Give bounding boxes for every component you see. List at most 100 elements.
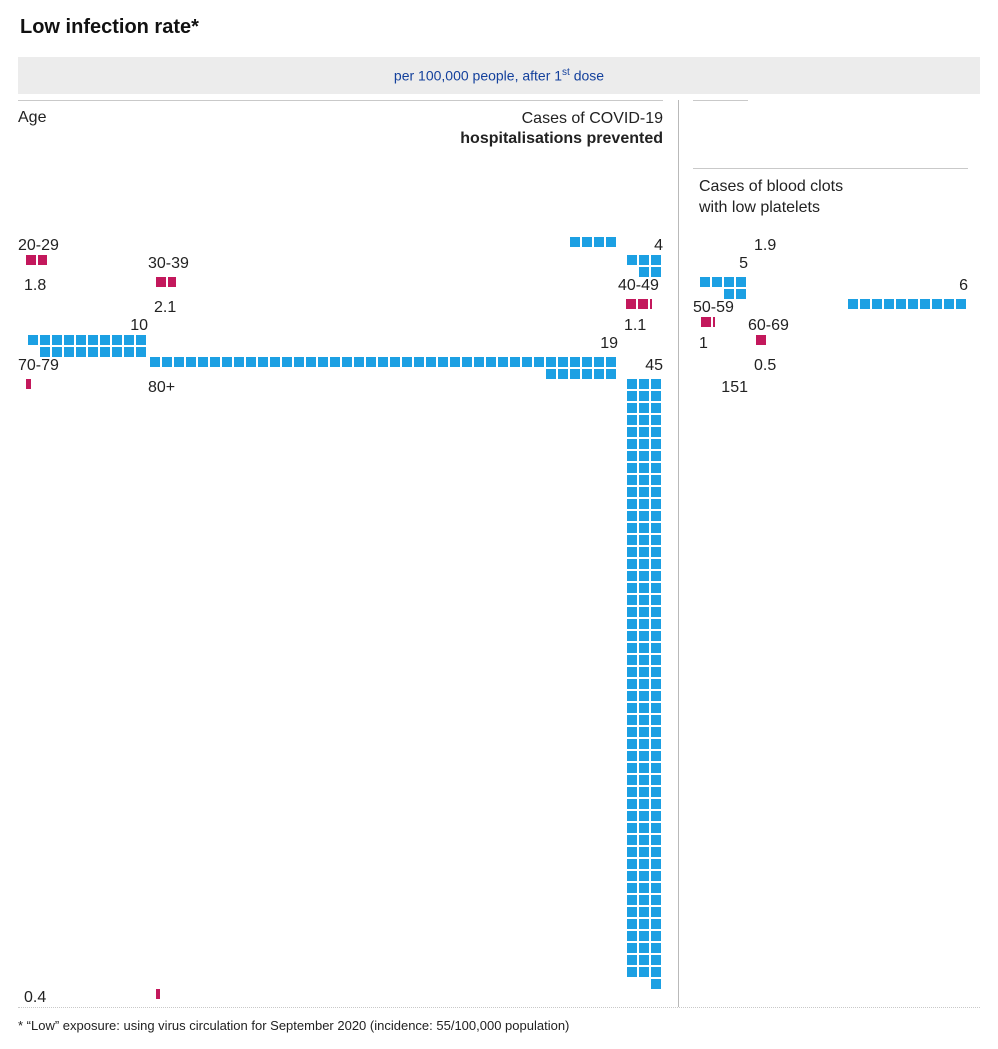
unit-block: [222, 357, 232, 367]
unit-block: [156, 277, 166, 287]
unit-block: [76, 347, 86, 357]
unit-block: [627, 499, 637, 509]
unit-block: [639, 811, 649, 821]
unit-block: [282, 357, 292, 367]
unit-block: [736, 289, 746, 299]
unit-block: [639, 379, 649, 389]
center-divider: [678, 100, 679, 1007]
unit-block: [546, 357, 556, 367]
unit-block: [701, 317, 711, 327]
unit-block: [390, 357, 400, 367]
unit-block: [210, 357, 220, 367]
unit-block: [651, 607, 661, 617]
unit-block: [651, 415, 661, 425]
unit-block: [246, 357, 256, 367]
unit-block: [651, 919, 661, 929]
bloodclots-bars: [618, 299, 663, 309]
unit-block: [651, 859, 661, 869]
unit-block: [534, 357, 544, 367]
unit-block: [651, 571, 661, 581]
unit-block: [627, 643, 637, 653]
unit-block: [651, 439, 661, 449]
unit-block-partial: [713, 317, 715, 327]
unit-block: [627, 763, 637, 773]
unit-block: [651, 547, 661, 557]
unit-block: [908, 299, 918, 309]
unit-block: [234, 357, 244, 367]
unit-block: [651, 595, 661, 605]
unit-block: [627, 655, 637, 665]
unit-block: [570, 237, 580, 247]
unit-block: [639, 775, 649, 785]
unit-block: [651, 727, 661, 737]
unit-block: [627, 715, 637, 725]
unit-block-partial: [156, 989, 160, 999]
unit-block: [627, 607, 637, 617]
header-right-line1: Cases of blood clots: [699, 178, 843, 195]
unit-block: [651, 847, 661, 857]
unit-block: [438, 357, 448, 367]
header-right: Cases of blood clots with low platelets: [693, 168, 968, 237]
hospitalisations-bars: [848, 299, 968, 309]
unit-block: [88, 347, 98, 357]
unit-block: [639, 883, 649, 893]
unit-block: [896, 299, 906, 309]
unit-block: [88, 335, 98, 345]
unit-block: [28, 335, 38, 345]
unit-block: [639, 919, 649, 929]
unit-block: [920, 299, 930, 309]
unit-block: [651, 667, 661, 677]
unit-block: [112, 335, 122, 345]
unit-block: [627, 583, 637, 593]
unit-block: [627, 475, 637, 485]
unit-block: [651, 835, 661, 845]
hospitalisations-bars: [693, 277, 748, 299]
unit-block: [639, 463, 649, 473]
unit-block: [639, 691, 649, 701]
hospitalisations-value: 10: [18, 317, 148, 335]
unit-block: [474, 357, 484, 367]
unit-block: [651, 751, 661, 761]
unit-block: [639, 787, 649, 797]
unit-block-partial: [168, 277, 176, 287]
bloodclots-bars: [148, 277, 618, 287]
unit-block: [594, 357, 604, 367]
hospitalisations-value: 151: [693, 379, 748, 397]
unit-block: [627, 907, 637, 917]
unit-block: [627, 511, 637, 521]
unit-block: [651, 619, 661, 629]
unit-block: [627, 811, 637, 821]
unit-block: [651, 379, 661, 389]
unit-block: [594, 237, 604, 247]
unit-block: [64, 347, 74, 357]
unit-block: [627, 883, 637, 893]
unit-block: [700, 277, 710, 287]
unit-block: [639, 267, 649, 277]
unit-block: [627, 739, 637, 749]
unit-block: [639, 703, 649, 713]
unit-block: [318, 357, 328, 367]
bloodclots-bars: [693, 317, 748, 327]
unit-block: [174, 357, 184, 367]
unit-block: [414, 357, 424, 367]
unit-block: [639, 547, 649, 557]
unit-block: [724, 277, 734, 287]
unit-block: [639, 955, 649, 965]
unit-block: [627, 523, 637, 533]
unit-block: [627, 787, 637, 797]
unit-block: [112, 347, 122, 357]
age-cell: 80+: [148, 379, 618, 397]
unit-block: [270, 357, 280, 367]
unit-block: [639, 859, 649, 869]
unit-block: [651, 739, 661, 749]
unit-block: [639, 583, 649, 593]
bloodclots-value: 1.1: [618, 317, 663, 335]
hospitalisations-value: 19: [148, 335, 618, 353]
unit-block: [627, 255, 637, 265]
unit-block: [651, 775, 661, 785]
unit-block: [651, 403, 661, 413]
unit-block: [354, 357, 364, 367]
unit-block: [639, 835, 649, 845]
unit-block: [627, 667, 637, 677]
unit-block: [627, 379, 637, 389]
